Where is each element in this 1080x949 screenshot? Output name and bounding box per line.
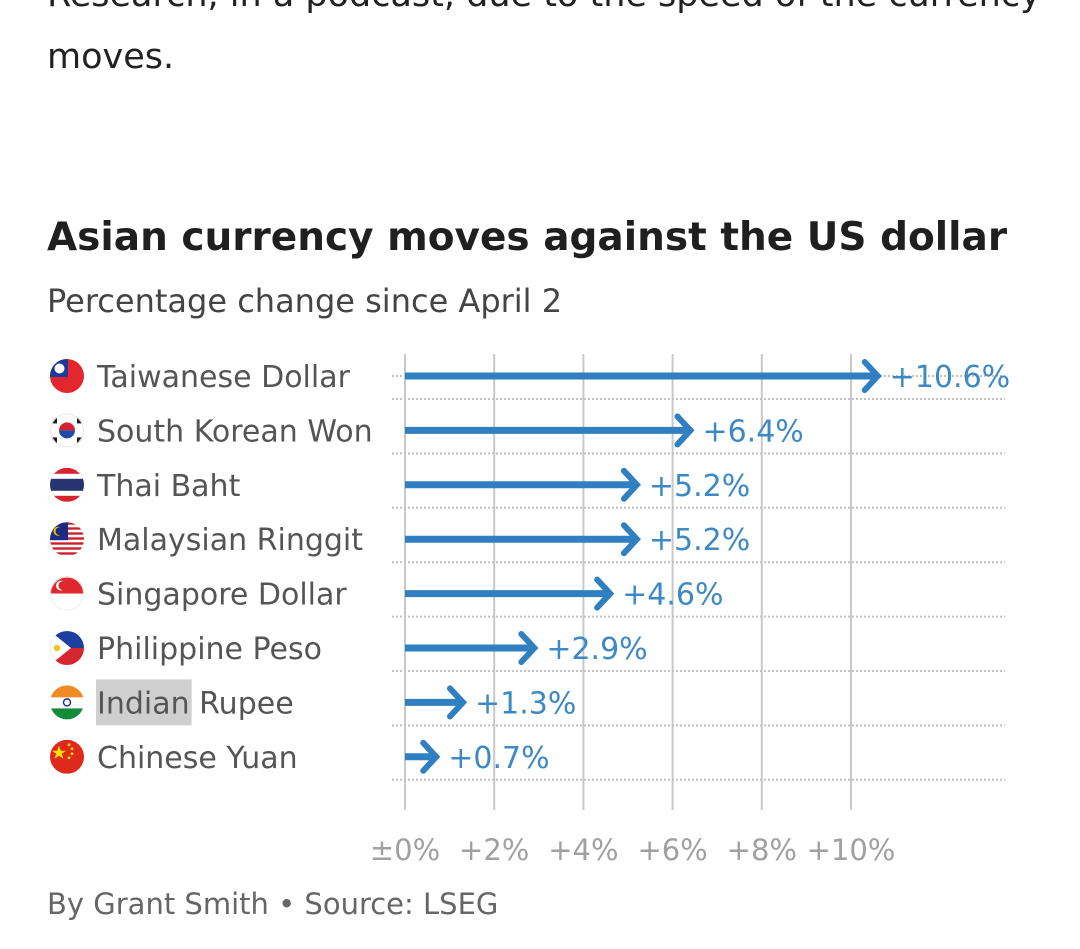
chart-subtitle: Percentage change since April 2 <box>47 282 563 320</box>
x-tick-label: +8% <box>727 833 797 867</box>
category-label: Malaysian Ringgit <box>97 523 363 558</box>
chart-row: Singapore Dollar +4.6% <box>50 576 724 613</box>
text-highlight <box>96 679 192 726</box>
value-arrow <box>405 467 642 502</box>
chart-row: South Korean Won +6.4% <box>50 413 804 449</box>
south-korea-flag-icon <box>50 413 84 448</box>
value-label: +6.4% <box>702 414 803 449</box>
value-arrow <box>405 359 882 393</box>
x-tick-label: ±0% <box>370 833 440 867</box>
x-tick-label: +2% <box>459 833 529 867</box>
category-label: Taiwanese Dollar <box>96 360 351 395</box>
value-arrow <box>405 685 468 720</box>
currency-chart: Taiwanese Dollar +10.6% South Korean Won +6… <box>50 354 1010 867</box>
x-tick-label: +6% <box>637 833 707 867</box>
value-label: +2.9% <box>546 632 647 667</box>
article-text: Research, in a podcast, due to the speed… <box>47 0 1047 88</box>
category-label: South Korean Won <box>97 414 373 449</box>
value-label: +5.2% <box>649 469 750 504</box>
category-label: Chinese Yuan <box>97 741 298 776</box>
value-label: +4.6% <box>622 578 723 613</box>
thailand-flag-icon <box>50 467 84 502</box>
chart-row: Malaysian Ringgit +5.2% <box>50 522 750 558</box>
chart-row: Taiwanese Dollar +10.6% <box>50 359 1010 395</box>
chart-row: Indian Rupee +1.3% <box>50 679 576 726</box>
rows-layer: Taiwanese Dollar +10.6% South Korean Won +6… <box>50 359 1010 776</box>
x-axis-ticks: ±0% +2% +4% +6% +8% +10% <box>370 833 896 867</box>
singapore-flag-icon <box>50 576 84 611</box>
value-arrow <box>405 631 539 665</box>
india-flag-icon <box>50 685 84 720</box>
malaysia-flag-icon <box>50 522 84 557</box>
value-arrow <box>405 576 615 611</box>
taiwan-flag-icon <box>50 359 84 393</box>
x-tick-label: +4% <box>548 833 618 867</box>
chart-title: Asian currency moves against the US doll… <box>47 215 1008 260</box>
value-arrow <box>405 739 441 774</box>
category-label: Indian Rupee <box>97 686 294 721</box>
category-label: Singapore Dollar <box>97 578 347 613</box>
value-arrow <box>405 413 695 448</box>
value-label: +0.7% <box>448 741 549 776</box>
philippines-flag-icon <box>50 631 84 665</box>
article-line: Research, in a podcast, due to the speed… <box>47 0 1047 26</box>
value-arrow <box>405 522 642 557</box>
chart-row: Thai Baht +5.2% <box>50 467 750 504</box>
value-label: +10.6% <box>890 360 1010 395</box>
value-label: +1.3% <box>475 686 576 721</box>
category-label: Thai Baht <box>96 469 241 504</box>
china-flag-icon <box>50 739 84 774</box>
chart-row: Philippine Peso +2.9% <box>50 631 648 667</box>
article-line: moves. <box>47 37 175 77</box>
x-tick-label: +10% <box>807 833 896 867</box>
value-label: +5.2% <box>649 523 750 558</box>
chart-row: Chinese Yuan +0.7% <box>50 739 550 776</box>
byline: By Grant Smith • Source: LSEG <box>47 887 499 921</box>
category-label: Philippine Peso <box>97 632 322 667</box>
